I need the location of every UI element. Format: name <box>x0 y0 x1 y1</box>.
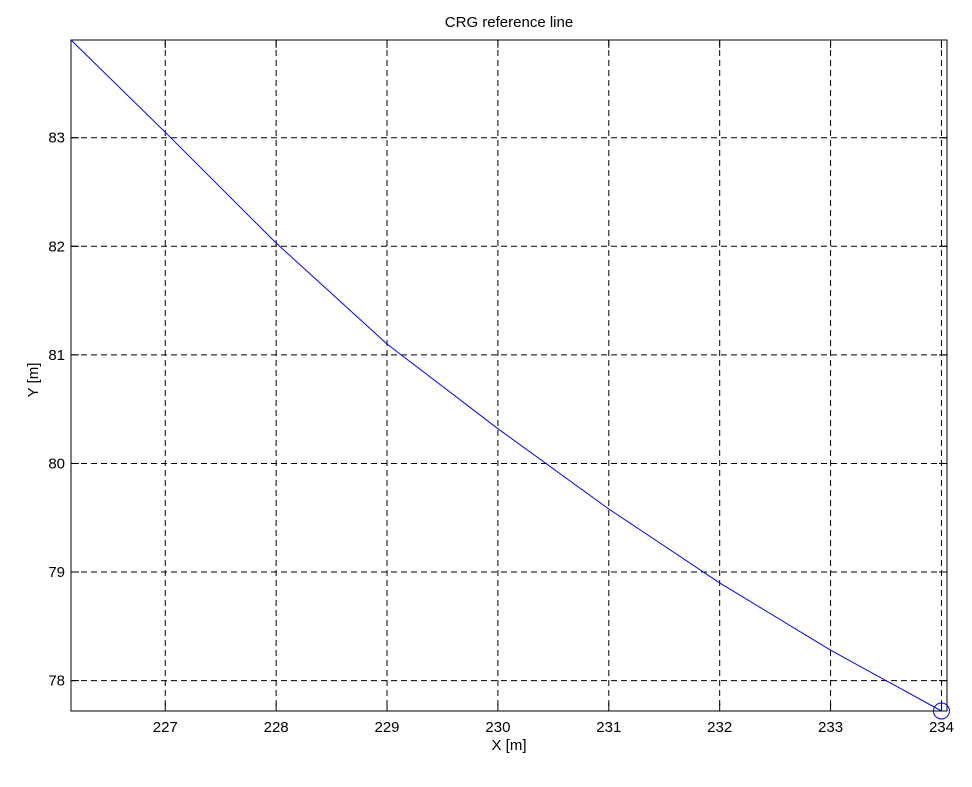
y-tick-label: 81 <box>48 347 65 364</box>
x-tick-label: 229 <box>375 719 400 736</box>
end-point-marker <box>932 702 950 720</box>
tick-labels: 227 228 229 230 231 232 233 234 78 79 80 81 82 83 <box>48 130 954 736</box>
y-tick-label: 82 <box>48 238 65 255</box>
x-tick-label: 231 <box>596 719 621 736</box>
y-tick-label: 79 <box>48 564 65 581</box>
y-tick-label: 78 <box>48 673 65 690</box>
axes-box <box>70 39 948 712</box>
y-tick-label: 83 <box>48 130 65 147</box>
y-tick-label: 80 <box>48 455 65 472</box>
series-layer <box>70 39 950 720</box>
x-tick-label: 233 <box>818 719 843 736</box>
ticks <box>71 40 947 711</box>
x-tick-label: 234 <box>929 719 954 736</box>
x-tick-label: 230 <box>485 719 510 736</box>
grid <box>71 40 947 711</box>
y-axis-label: Y [m] <box>25 363 42 398</box>
x-tick-label: 228 <box>264 719 289 736</box>
x-tick-label: 232 <box>707 719 732 736</box>
chart-title: CRG reference line <box>445 14 573 31</box>
x-axis-label: X [m] <box>491 737 526 754</box>
reference-line <box>70 39 942 712</box>
x-tick-label: 227 <box>153 719 178 736</box>
